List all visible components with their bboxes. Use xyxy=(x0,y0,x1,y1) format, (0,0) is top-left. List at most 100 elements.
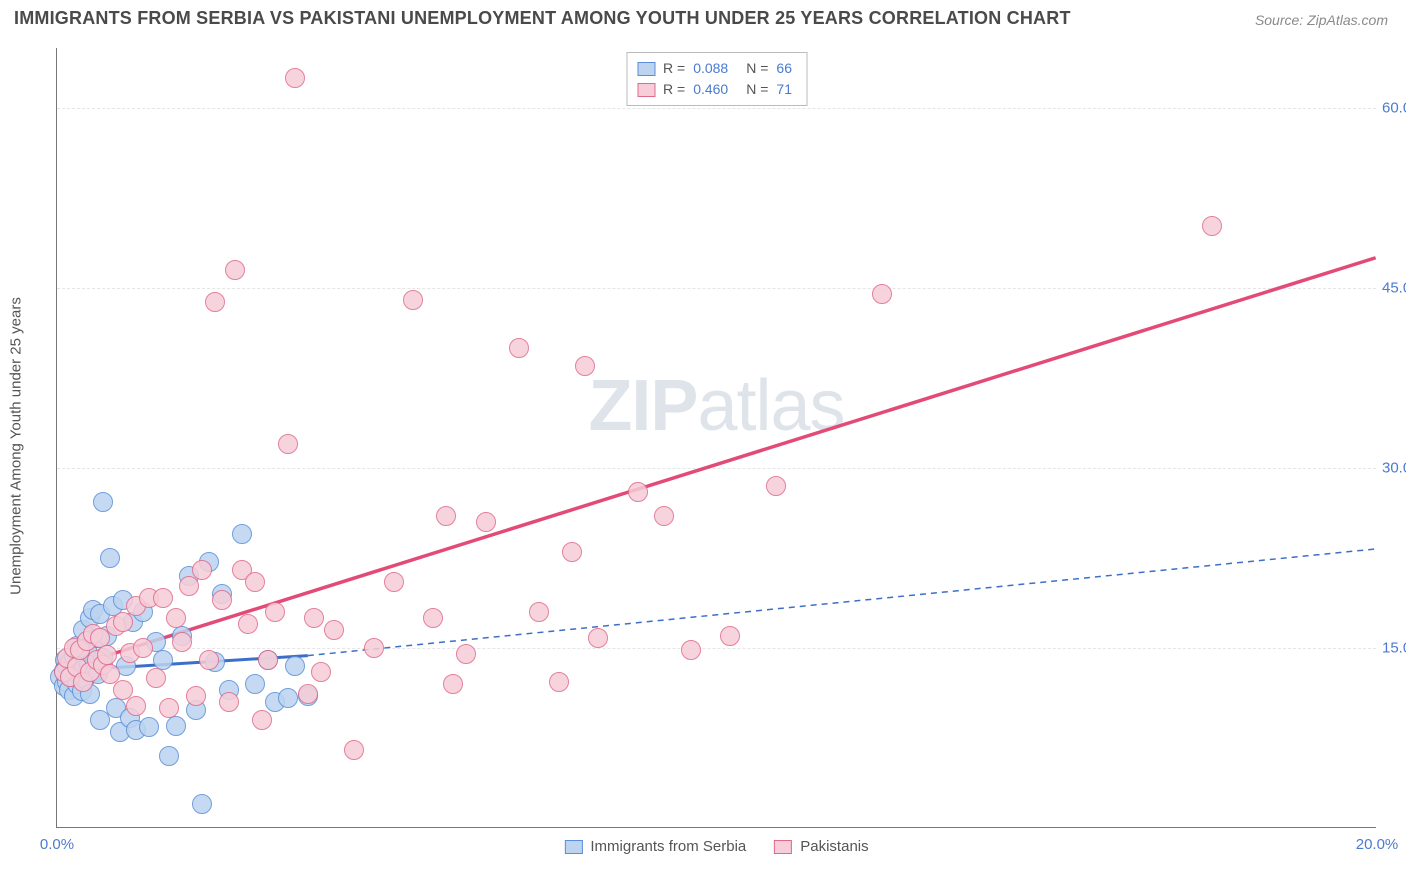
data-point xyxy=(278,434,298,454)
data-point xyxy=(245,572,265,592)
data-point xyxy=(212,590,232,610)
legend-swatch xyxy=(637,83,655,97)
data-point xyxy=(298,684,318,704)
data-point xyxy=(628,482,648,502)
data-point xyxy=(153,650,173,670)
data-point xyxy=(172,632,192,652)
gridline xyxy=(57,288,1376,289)
legend-r-value: 0.088 xyxy=(693,58,728,79)
legend-r-label: R = xyxy=(663,58,685,79)
regression-lines xyxy=(57,48,1376,827)
data-point xyxy=(436,506,456,526)
legend-series-item: Immigrants from Serbia xyxy=(564,838,746,855)
data-point xyxy=(324,620,344,640)
legend-series-item: Pakistanis xyxy=(774,838,868,855)
data-point xyxy=(384,572,404,592)
data-point xyxy=(575,356,595,376)
plot-area: ZIPatlas R =0.088N =66R =0.460N =71 Immi… xyxy=(56,48,1376,828)
watermark-atlas: atlas xyxy=(697,366,844,446)
data-point xyxy=(252,710,272,730)
data-point xyxy=(766,476,786,496)
legend-n-value: 71 xyxy=(776,79,792,100)
data-point xyxy=(113,612,133,632)
legend-series-label: Immigrants from Serbia xyxy=(590,838,746,855)
data-point xyxy=(186,686,206,706)
gridline xyxy=(57,468,1376,469)
data-point xyxy=(562,542,582,562)
data-point xyxy=(311,662,331,682)
data-point xyxy=(159,698,179,718)
data-point xyxy=(159,746,179,766)
data-point xyxy=(126,696,146,716)
data-point xyxy=(344,740,364,760)
data-point xyxy=(232,524,252,544)
y-tick-label: 45.0% xyxy=(1382,280,1406,297)
legend-correlation-row: R = 0.460 N = 71 xyxy=(637,79,792,100)
data-point xyxy=(588,628,608,648)
data-point xyxy=(245,674,265,694)
data-point xyxy=(179,576,199,596)
data-point xyxy=(100,548,120,568)
legend-swatch xyxy=(637,62,655,76)
legend-series-label: Pakistanis xyxy=(800,838,868,855)
y-tick-label: 60.0% xyxy=(1382,100,1406,117)
data-point xyxy=(93,492,113,512)
chart-title: IMMIGRANTS FROM SERBIA VS PAKISTANI UNEM… xyxy=(14,8,1071,29)
data-point xyxy=(1202,216,1222,236)
data-point xyxy=(265,602,285,622)
data-point xyxy=(219,692,239,712)
data-point xyxy=(509,338,529,358)
y-axis-label: Unemployment Among Youth under 25 years xyxy=(8,297,25,595)
data-point xyxy=(364,638,384,658)
legend-r-label: R = xyxy=(663,79,685,100)
y-tick-label: 30.0% xyxy=(1382,460,1406,477)
gridline xyxy=(57,108,1376,109)
data-point xyxy=(166,716,186,736)
data-point xyxy=(192,560,212,580)
source-label: Source: ZipAtlas.com xyxy=(1255,12,1388,28)
legend-series: Immigrants from Serbia Pakistanis xyxy=(564,838,868,855)
data-point xyxy=(166,608,186,628)
data-point xyxy=(225,260,245,280)
data-point xyxy=(456,644,476,664)
data-point xyxy=(681,640,701,660)
data-point xyxy=(278,688,298,708)
data-point xyxy=(238,614,258,634)
y-tick-label: 15.0% xyxy=(1382,640,1406,657)
data-point xyxy=(153,588,173,608)
watermark-zip: ZIP xyxy=(588,366,697,446)
watermark: ZIPatlas xyxy=(588,365,844,447)
data-point xyxy=(146,668,166,688)
data-point xyxy=(133,638,153,658)
data-point xyxy=(872,284,892,304)
data-point xyxy=(199,650,219,670)
data-point xyxy=(423,608,443,628)
x-tick-label: 0.0% xyxy=(40,836,74,853)
legend-correlation-row: R = 0.088 N = 66 xyxy=(637,58,792,79)
data-point xyxy=(403,290,423,310)
legend-n-value: 66 xyxy=(776,58,792,79)
data-point xyxy=(285,656,305,676)
data-point xyxy=(476,512,496,532)
data-point xyxy=(304,608,324,628)
legend-swatch xyxy=(774,840,792,854)
legend-n-label: N = xyxy=(746,79,768,100)
legend-correlation: R = 0.088 N = 66 R = 0.460 N = 71 xyxy=(626,52,807,106)
legend-r-value: 0.460 xyxy=(693,79,728,100)
data-point xyxy=(97,645,117,665)
data-point xyxy=(285,68,305,88)
data-point xyxy=(549,672,569,692)
data-point xyxy=(443,674,463,694)
data-point xyxy=(139,717,159,737)
gridline xyxy=(57,648,1376,649)
data-point xyxy=(192,794,212,814)
regression-line-solid xyxy=(57,258,1375,671)
legend-swatch xyxy=(564,840,582,854)
data-point xyxy=(720,626,740,646)
x-tick-label: 20.0% xyxy=(1356,836,1399,853)
data-point xyxy=(654,506,674,526)
legend-n-label: N = xyxy=(746,58,768,79)
data-point xyxy=(205,292,225,312)
regression-line-dash xyxy=(308,549,1376,656)
data-point xyxy=(258,650,278,670)
